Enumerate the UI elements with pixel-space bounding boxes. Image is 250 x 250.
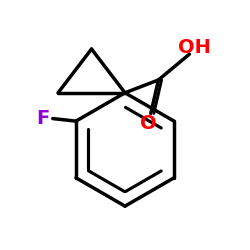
Text: O: O	[140, 114, 156, 133]
Text: OH: OH	[178, 38, 211, 57]
Text: F: F	[36, 109, 49, 128]
